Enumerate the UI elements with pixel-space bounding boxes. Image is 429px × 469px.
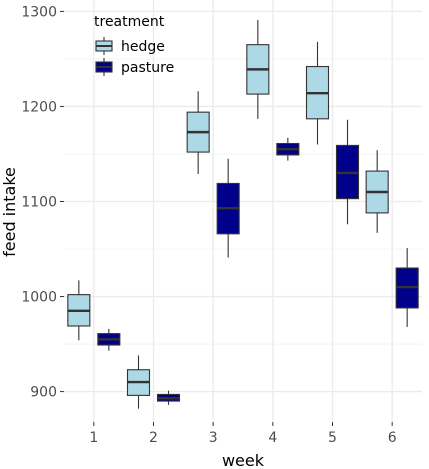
box-hedge-week-4 [246, 19, 270, 119]
box-hedge-week-5 [305, 41, 330, 145]
box-plots [67, 19, 419, 409]
legend-title: treatment [94, 14, 165, 30]
box-hedge-week-2 [126, 355, 151, 409]
y-tick-label: 900 [30, 385, 57, 401]
box-pasture-week-4 [276, 137, 300, 161]
box-pasture-week-2 [156, 390, 181, 405]
x-tick-label: 2 [149, 430, 158, 446]
box-pasture-week-5 [335, 119, 360, 225]
box-pasture-week-6 [395, 248, 419, 327]
box-hedge-week-1 [67, 280, 91, 341]
legend-item-hedge: hedge [95, 37, 165, 55]
legend-label: pasture [121, 60, 174, 76]
box-hedge-week-3 [186, 91, 210, 174]
x-tick-label: 5 [328, 430, 337, 446]
legend-item-pasture: pasture [95, 58, 174, 76]
y-tick-label: 1000 [21, 290, 57, 306]
y-tick-label: 1100 [21, 194, 57, 210]
x-tick-label: 1 [89, 430, 98, 446]
box-pasture-week-1 [97, 328, 121, 351]
x-tick-label: 4 [268, 430, 277, 446]
y-axis-title: feed intake [0, 167, 19, 257]
grid-lines [64, 0, 422, 422]
y-tick-label: 1200 [21, 99, 57, 115]
y-axis: 900 1000 1100 1200 1300 [21, 4, 64, 401]
legend: treatment hedge pasture [94, 14, 174, 76]
x-tick-label: 6 [388, 430, 397, 446]
box-pasture-week-3 [216, 158, 240, 258]
x-axis-title: week [222, 451, 265, 469]
legend-label: hedge [121, 39, 165, 55]
x-axis: 1 2 3 4 5 6 [89, 422, 397, 446]
x-tick-label: 3 [209, 430, 218, 446]
y-tick-label: 1300 [21, 4, 57, 20]
box-hedge-week-6 [365, 150, 389, 233]
